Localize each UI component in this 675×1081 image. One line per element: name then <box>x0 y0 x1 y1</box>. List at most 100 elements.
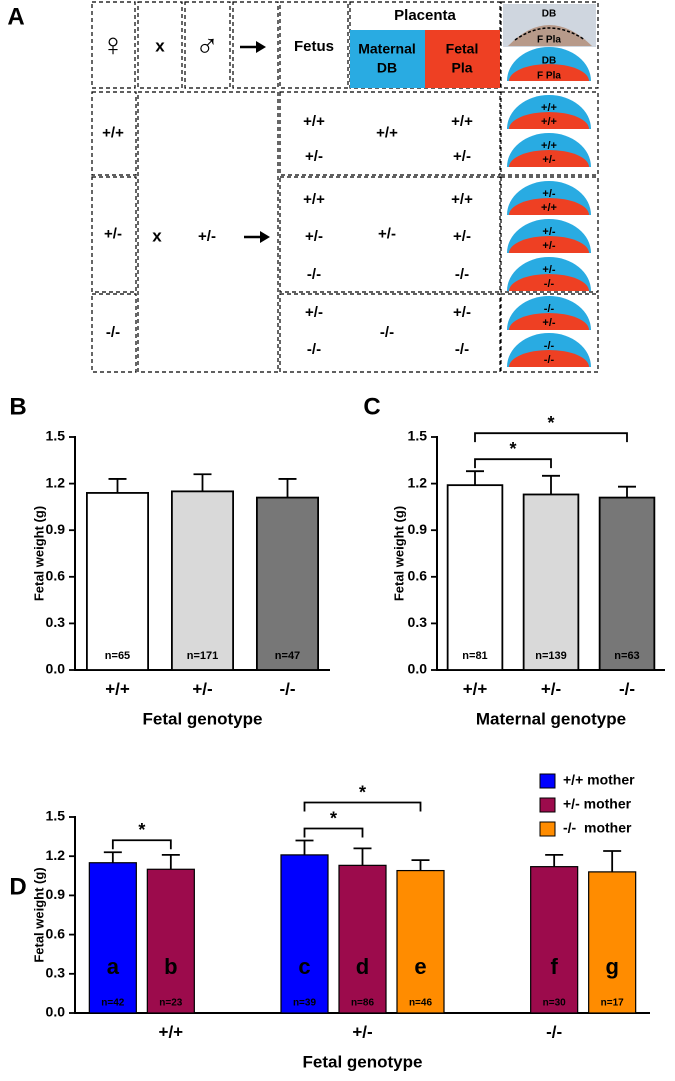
significance-bracket <box>474 458 552 469</box>
x-tick-label: -/- <box>619 679 635 698</box>
icon-pla-genotype: +/- <box>542 317 555 329</box>
cross: x <box>155 36 165 55</box>
maternal-db-genotype: +/+ <box>376 124 398 141</box>
y-tick-label: 0.9 <box>46 886 66 902</box>
y-tick-label: 1.5 <box>46 808 66 824</box>
x-axis-label: Maternal genotype <box>476 709 626 728</box>
panel-label: A <box>7 3 24 30</box>
bar <box>88 862 137 1014</box>
bar <box>598 496 656 671</box>
significance-label: * <box>359 782 366 802</box>
x-tick-label: +/- <box>192 679 212 698</box>
fetus-genotype: +/- <box>305 228 323 245</box>
n-label: n=81 <box>462 650 487 662</box>
photo-fpla: F Pla <box>537 35 561 46</box>
icon-db-genotype: +/+ <box>541 102 557 114</box>
legend-label: +/+ mother <box>563 772 635 788</box>
fetus-genotype: +/- <box>305 304 323 321</box>
x-tick-label: +/- <box>541 679 561 698</box>
icon-pla-genotype: +/+ <box>541 116 557 128</box>
icon-pla <box>509 274 589 291</box>
legend-label: -/- mother <box>563 820 632 836</box>
fetal-pla-cell <box>425 30 500 88</box>
n-label: n=86 <box>351 998 375 1009</box>
dashed-box <box>279 176 501 293</box>
y-tick-label: 0.3 <box>408 614 428 630</box>
error-bar <box>618 485 636 498</box>
fetal-pla-genotype: -/- <box>455 341 469 358</box>
dashed-box <box>91 1 136 89</box>
fetus-genotype: +/+ <box>303 191 325 208</box>
n-label: n=17 <box>601 998 625 1009</box>
dashed-box <box>500 293 599 373</box>
legend-swatch <box>539 773 556 789</box>
photo-db: DB <box>542 9 556 20</box>
bar <box>522 493 580 671</box>
n-label: n=63 <box>614 650 639 662</box>
bar-letter: b <box>164 954 177 979</box>
dashed-box <box>500 176 599 293</box>
x-tick-label: -/- <box>279 679 295 698</box>
panel-label: D <box>9 873 26 900</box>
panel-label: C <box>363 393 380 420</box>
photo-boundary <box>514 27 586 41</box>
bar <box>86 492 150 671</box>
fetal-pla-genotype: +/- <box>453 228 471 245</box>
maternal-header: DB <box>377 60 397 76</box>
icon-pla <box>509 350 589 367</box>
icon-pla-genotype: +/+ <box>541 202 557 214</box>
male-symbol: ♂ <box>195 26 219 62</box>
icon-db-genotype: +/- <box>542 226 555 238</box>
fetus-genotype: -/- <box>307 266 321 283</box>
fetus-header: Fetus <box>294 38 334 55</box>
bar <box>255 496 319 671</box>
icon-pla-genotype: +/- <box>542 240 555 252</box>
n-label: n=23 <box>159 998 183 1009</box>
significance-bracket <box>474 432 628 443</box>
x-tick-label: +/- <box>352 1022 372 1041</box>
female-symbol: ♀ <box>101 26 125 62</box>
error-bar <box>108 478 127 493</box>
fetal-header: Pla <box>451 60 472 76</box>
y-axis-label: Fetal weight (g) <box>391 506 406 601</box>
y-axis-label: Fetal weight (g) <box>31 867 46 962</box>
maternal-header: Maternal <box>358 41 416 57</box>
dashed-box <box>91 91 137 176</box>
n-label: n=30 <box>543 998 567 1009</box>
icon-pla-genotype: -/- <box>544 278 555 290</box>
bar-letter: d <box>356 954 369 979</box>
n-label: n=47 <box>275 650 300 662</box>
y-tick-label: 1.2 <box>46 847 66 863</box>
arrow-head <box>256 41 266 53</box>
maternal-db-genotype: +/- <box>378 225 396 242</box>
fetus-genotype: -/- <box>307 341 321 358</box>
arrow-head <box>260 231 270 243</box>
legend-swatch <box>539 797 556 813</box>
y-tick-label: 1.2 <box>46 474 66 490</box>
fetal-pla-genotype: +/- <box>453 148 471 165</box>
bar-letter: e <box>414 954 426 979</box>
x-tick-label: +/+ <box>159 1022 184 1041</box>
dashed-box <box>279 293 501 373</box>
female-genotype: +/- <box>104 225 122 242</box>
y-tick-label: 0.0 <box>46 1004 66 1020</box>
bar <box>446 484 504 671</box>
bar <box>280 854 329 1014</box>
icon-pla-genotype: -/- <box>544 354 555 366</box>
y-tick-label: 0.6 <box>46 568 66 584</box>
dashed-box <box>184 1 231 89</box>
diagram-fpla: F Pla <box>537 71 561 82</box>
x-tick-label: +/+ <box>463 679 488 698</box>
n-label: n=65 <box>105 650 130 662</box>
bar <box>170 490 234 671</box>
icon-db-genotype: +/+ <box>541 140 557 152</box>
legend-swatch <box>539 821 556 837</box>
fetal-pla-genotype: +/+ <box>451 113 473 130</box>
y-tick-label: 0.0 <box>46 661 66 677</box>
bar-letter: f <box>551 954 559 979</box>
n-label: n=171 <box>187 650 219 662</box>
dashed-box <box>91 176 137 293</box>
icon-pla <box>509 150 589 167</box>
significance-label: * <box>138 820 145 840</box>
dashed-box <box>279 91 501 176</box>
